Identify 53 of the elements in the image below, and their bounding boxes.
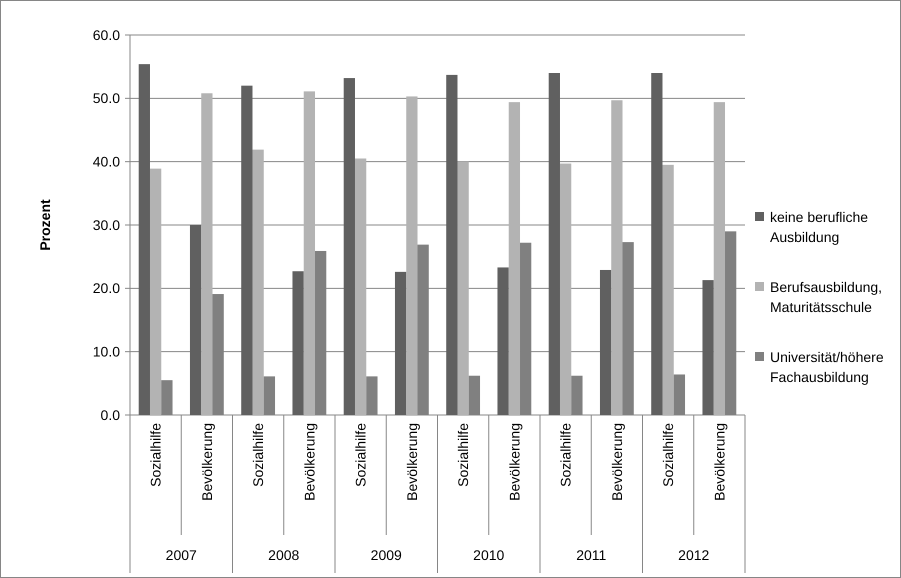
- bar: [394, 272, 406, 415]
- bar: [457, 162, 469, 415]
- text: 2011: [576, 547, 607, 563]
- y-tick-label: 50.0: [92, 90, 120, 106]
- x-tick-label: Sozialhilfe: [660, 422, 676, 487]
- x-tick-label: Sozialhilfe: [455, 422, 472, 487]
- bar: [548, 73, 560, 415]
- bar: [304, 91, 316, 415]
- bar: [497, 267, 509, 415]
- text: 2009: [370, 547, 402, 563]
- text: 2012: [678, 547, 710, 563]
- x-tick-label: Bevölkerung: [608, 423, 625, 501]
- y-tick-label: 0.0: [100, 406, 120, 423]
- y-tick-label: 20.0: [92, 280, 120, 296]
- legend-label: Universität/höhere Fachausbildung: [770, 348, 884, 385]
- bar: [241, 86, 252, 415]
- x-tick-label: Sozialhilfe: [558, 422, 574, 487]
- bar: [662, 164, 674, 415]
- text: 2007: [166, 547, 198, 563]
- x-tick-label: Bevölkerung: [301, 423, 318, 501]
- bar: [252, 150, 264, 415]
- x-tick-label: Bevölkerung: [506, 423, 522, 501]
- x-tick-label: Bevölkerung: [198, 423, 215, 501]
- x-tick-label: Sozialhilfe: [250, 422, 266, 487]
- bar: [560, 164, 572, 415]
- y-tick-label: 10.0: [92, 344, 120, 360]
- bar: [611, 100, 623, 415]
- y-axis-title: Prozent: [37, 198, 53, 251]
- bar: [354, 158, 366, 415]
- bar: [406, 96, 418, 415]
- bar: [600, 270, 612, 415]
- x-tick-label: Bevölkerung: [404, 423, 420, 501]
- x-tick-label: Sozialhilfe: [352, 422, 369, 487]
- bar: [201, 93, 213, 415]
- bar: [292, 271, 304, 415]
- bar: [651, 73, 662, 415]
- x-tick-label: Bevölkerung: [711, 423, 728, 501]
- y-tick-label: 40.0: [92, 154, 120, 170]
- bar: [714, 102, 726, 415]
- legend-label: Berufsausbildung, Maturitätsschule: [770, 278, 882, 315]
- text: 2010: [473, 547, 505, 563]
- y-tick-label: 30.0: [92, 216, 120, 233]
- bar: [508, 102, 520, 415]
- text: 2008: [268, 547, 300, 563]
- bar: [702, 280, 714, 415]
- bar: [446, 74, 458, 415]
- bar: [190, 225, 202, 415]
- bar: [150, 168, 162, 415]
- y-tick-label: 60.0: [92, 26, 120, 43]
- x-tick-label: Sozialhilfe: [148, 422, 164, 487]
- legend-label: keine berufliche Ausbildung: [770, 208, 868, 245]
- bar: [138, 64, 150, 415]
- bar: [344, 78, 355, 415]
